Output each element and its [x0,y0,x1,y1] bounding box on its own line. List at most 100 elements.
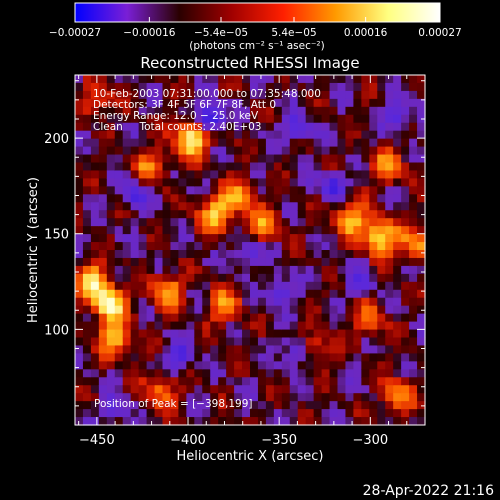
heatmap-cell [345,218,354,227]
heatmap-cell [234,122,243,132]
heatmap-cell [313,305,323,315]
heatmap-cell [289,257,299,267]
heatmap-cell [401,202,410,211]
heatmap-cell [186,226,195,235]
heatmap-cell [186,114,195,124]
heatmap-cell [313,369,323,378]
heatmap-cell [242,210,251,219]
heatmap-cell [321,122,331,132]
heatmap-cell [138,202,148,211]
heatmap-cell [369,313,378,323]
heatmap-cell [329,90,339,100]
heatmap-cell [186,353,195,362]
heatmap-cell [226,369,235,378]
heatmap-cell [106,377,116,386]
heatmap-cell [122,265,132,275]
heatmap-cell [305,401,315,410]
heatmap-cell [250,186,259,195]
heatmap-cell [122,114,132,124]
heatmap-cell [305,178,315,187]
heatmap-cell [218,82,227,92]
heatmap-cell [337,321,347,331]
x-tick-label: −450 [79,433,115,448]
heatmap-cell [401,297,410,307]
heatmap-cell [178,377,187,386]
heatmap-cell [273,329,283,339]
heatmap-cell [170,242,179,251]
heatmap-cell [186,337,195,347]
heatmap-cell [273,361,283,370]
heatmap-cell [218,297,227,307]
heatmap-cell [178,106,187,116]
heatmap-cell [122,250,132,259]
heatmap-cell [75,313,84,323]
heatmap-cell [226,90,235,100]
heatmap-cell [385,353,394,362]
heatmap-cell [329,242,339,251]
heatmap-cell [210,130,219,140]
heatmap-cell [98,218,108,227]
heatmap-cell [114,162,124,172]
heatmap-cell [321,417,331,426]
heatmap-cell [98,162,108,172]
heatmap-cell [393,281,402,291]
heatmap-cell [210,250,219,259]
heatmap-cell [106,297,116,307]
heatmap-cell [409,202,418,211]
heatmap-cell [385,289,394,299]
heatmap-cell [321,226,331,235]
heatmap-cell [178,210,187,219]
heatmap-cell [353,154,362,164]
heatmap-cell [170,170,179,179]
heatmap-cell [146,130,156,140]
heatmap-cell [226,273,235,283]
heatmap-cell [385,345,394,354]
heatmap-cell [377,273,386,283]
heatmap-cell [162,401,172,410]
heatmap-cell [234,265,243,275]
heatmap-cell [114,361,124,370]
heatmap-cell [106,242,116,251]
heatmap-cell [106,417,116,426]
heatmap-cell [393,130,402,140]
heatmap-cell [385,369,394,378]
heatmap-cell [409,361,418,370]
heatmap-cell [146,154,156,164]
heatmap-cell [417,218,426,227]
heatmap-cell [90,377,100,386]
heatmap-cell [154,242,164,251]
heatmap-cell [273,265,283,275]
heatmap-cell [234,154,243,164]
heatmap-cell [210,313,219,323]
heatmap-cell [297,154,307,164]
heatmap-cell [106,257,116,267]
heatmap-cell [313,297,323,307]
heatmap-cell [186,369,195,378]
heatmap-cell [377,210,386,219]
heatmap-cell [353,162,362,172]
heatmap-cell [194,281,203,291]
heatmap-cell [146,218,156,227]
heatmap-cell [226,281,235,291]
heatmap-cell [361,186,370,195]
heatmap-cell [202,138,211,148]
heatmap-cell [250,289,259,299]
heatmap-cell [297,122,307,132]
heatmap-cell [226,297,235,307]
heatmap-cell [345,409,354,418]
heatmap-cell [265,297,275,307]
heatmap-cell [154,417,164,426]
heatmap-cell [337,75,347,84]
heatmap-cell [281,329,291,339]
heatmap-cell [162,329,172,339]
heatmap-cell [242,281,251,291]
heatmap-cell [138,218,148,227]
heatmap-cell [369,409,378,418]
heatmap-cell [313,353,323,362]
heatmap-cell [154,289,164,299]
heatmap-cell [289,106,299,116]
heatmap-cell [313,313,323,323]
heatmap-cell [329,162,339,172]
heatmap-cell [122,75,132,84]
heatmap-cell [353,138,362,148]
